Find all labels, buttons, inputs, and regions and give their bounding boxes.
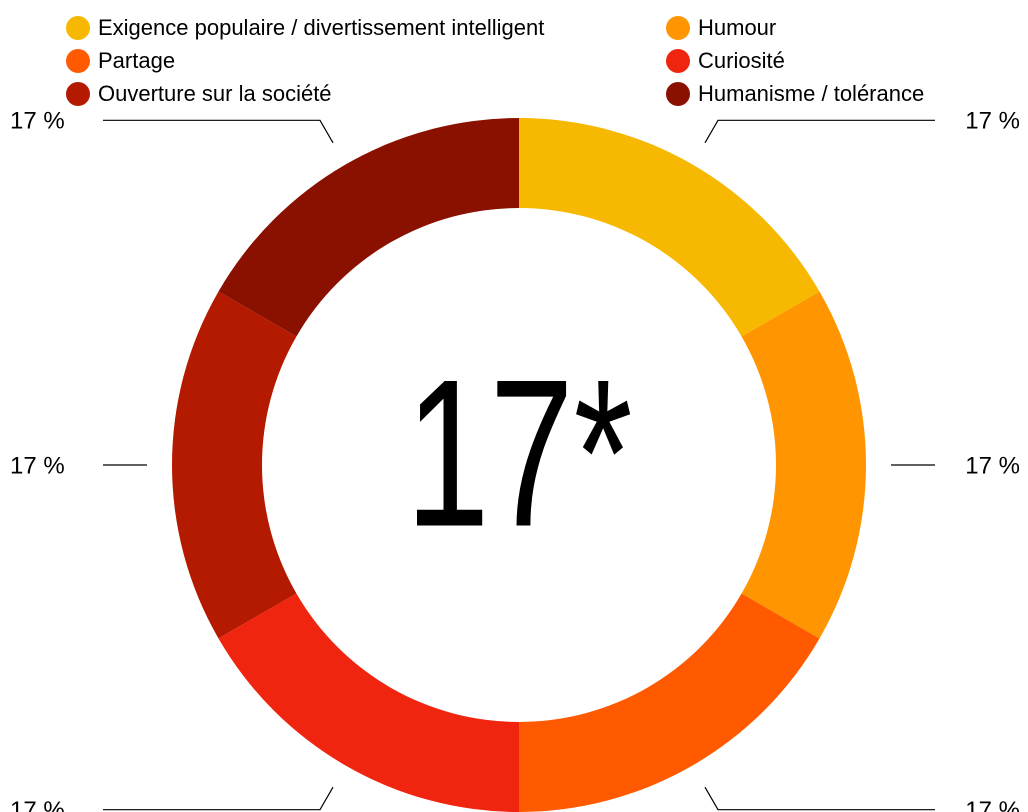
legend-swatch [666,49,690,73]
center-label: 17* [405,335,632,570]
value-label: 17 % [965,797,1020,812]
donut-segment [172,291,297,639]
legend-label: Ouverture sur la société [98,81,332,106]
donut-segment [519,118,820,337]
value-label: 17 % [965,108,1020,135]
donut-segment [519,593,820,812]
legend-swatch [666,16,690,40]
donut-segment [741,291,866,639]
donut-segment [218,118,519,337]
donut-segment [218,593,519,812]
legend-swatch [66,49,90,73]
leader-line [704,786,935,811]
leader-line [103,119,334,144]
legend-label: Humour [698,15,776,40]
legend-swatch [66,82,90,106]
legend-label: Curiosité [698,48,785,73]
value-label: 17 % [965,452,1020,479]
value-label: 17 % [10,108,65,135]
value-label: 17 % [10,452,65,479]
leader-line [103,786,334,811]
legend-swatch [666,82,690,106]
legend-swatch [66,16,90,40]
value-label: 17 % [10,797,65,812]
legend-label: Humanisme / tolérance [698,81,924,106]
legend-label: Partage [98,48,175,73]
leader-line [704,119,935,144]
legend-label: Exigence populaire / divertissement inte… [98,15,544,40]
